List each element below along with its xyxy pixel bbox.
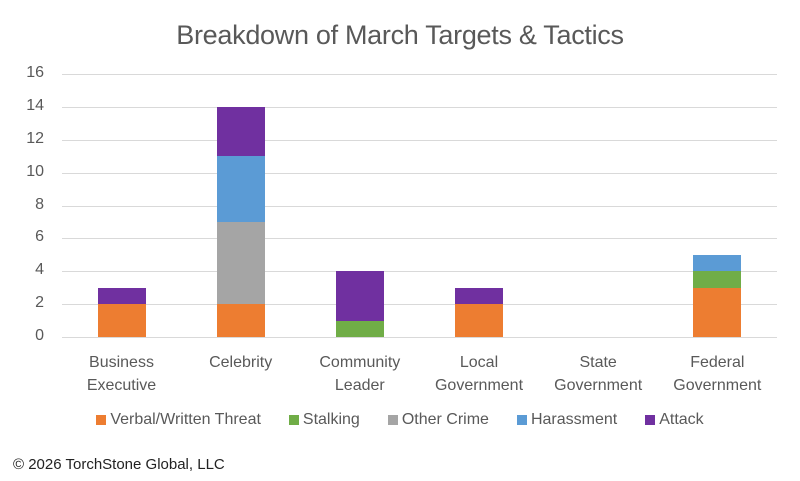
legend-label: Stalking <box>302 411 360 428</box>
legend-item: Harassment <box>516 411 618 429</box>
bar-segment <box>97 287 146 305</box>
x-label-line1: Celebrity <box>209 354 273 371</box>
copyright-notice: © 2026 TorchStone Global, LLC <box>13 456 225 473</box>
x-label-line2: Government <box>554 377 643 394</box>
legend-item: Stalking <box>288 411 360 429</box>
bar-segment <box>693 271 742 288</box>
legend-label: Attack <box>659 411 704 428</box>
legend: Verbal/Written Threat Stalking Other Crime… <box>0 411 800 429</box>
y-tick-label: 12 <box>26 129 44 147</box>
legend-label: Other Crime <box>401 411 489 428</box>
legend-item: Other Crime <box>387 411 489 429</box>
bar-segment <box>97 304 146 337</box>
x-tick-label: Local Government <box>420 351 539 397</box>
y-tick-label: 10 <box>26 162 44 180</box>
gridline <box>62 304 777 306</box>
stacked-bar <box>455 74 504 337</box>
x-label-line1: State <box>579 354 617 371</box>
gridline <box>62 139 777 141</box>
gridline <box>62 271 777 273</box>
gridline <box>62 337 777 338</box>
bar-segment <box>693 254 742 272</box>
stacked-bar <box>335 74 384 337</box>
y-tick-label: 16 <box>26 64 44 81</box>
stacked-bar <box>574 74 622 337</box>
x-tick-label: Business Executive <box>62 351 181 397</box>
legend-swatch-icon <box>96 415 107 425</box>
stacked-bar <box>216 74 265 337</box>
chart-title: Breakdown of March Targets & Tactics <box>176 20 624 50</box>
bar-segment <box>216 106 265 157</box>
gridline <box>62 205 777 207</box>
x-tick-label: Community Leader <box>300 351 419 397</box>
stacked-bar <box>97 74 146 337</box>
y-tick-label: 0 <box>35 327 44 344</box>
plot-area <box>62 74 777 338</box>
bar-segment <box>216 156 265 222</box>
legend-swatch-icon <box>288 415 299 425</box>
bar-segment <box>455 304 504 337</box>
legend-swatch-icon <box>387 415 398 425</box>
bar-segment <box>455 287 504 305</box>
y-tick-label: 14 <box>26 96 44 114</box>
x-label-line2: Executive <box>86 377 157 394</box>
gridline <box>62 106 777 108</box>
legend-item: Attack <box>645 411 704 429</box>
legend-item: Verbal/Written Threat <box>96 411 261 429</box>
legend-label: Verbal/Written Threat <box>110 411 261 428</box>
bar-segment <box>335 320 384 337</box>
x-tick-label: Celebrity <box>181 351 300 397</box>
bar-segment <box>216 304 265 337</box>
y-tick-label: 2 <box>35 294 44 312</box>
legend-label: Harassment <box>530 411 618 428</box>
x-label-line2 <box>181 374 300 397</box>
stacked-bar <box>693 74 742 337</box>
x-label-line1: Federal <box>690 354 745 371</box>
bar-segment <box>335 271 384 321</box>
x-label-line1: Local <box>459 354 499 371</box>
gridline <box>62 172 777 174</box>
gridline <box>62 74 777 75</box>
legend-swatch-icon <box>516 415 527 425</box>
x-label-line2: Government <box>673 377 762 394</box>
y-tick-label: 6 <box>35 228 44 246</box>
x-tick-label: State Government <box>539 351 658 397</box>
bar-segment <box>216 221 265 305</box>
x-label-line2: Government <box>434 377 524 394</box>
x-label-line1: Business <box>89 354 154 371</box>
legend-swatch-icon <box>645 415 656 425</box>
y-tick-label: 8 <box>35 195 44 213</box>
x-label-line2: Leader <box>334 377 385 394</box>
gridline <box>62 238 777 240</box>
x-label-line1: Community <box>319 354 401 371</box>
x-tick-label: Federal Government <box>658 351 777 397</box>
y-tick-label: 4 <box>35 261 44 279</box>
bar-segment <box>693 287 742 337</box>
